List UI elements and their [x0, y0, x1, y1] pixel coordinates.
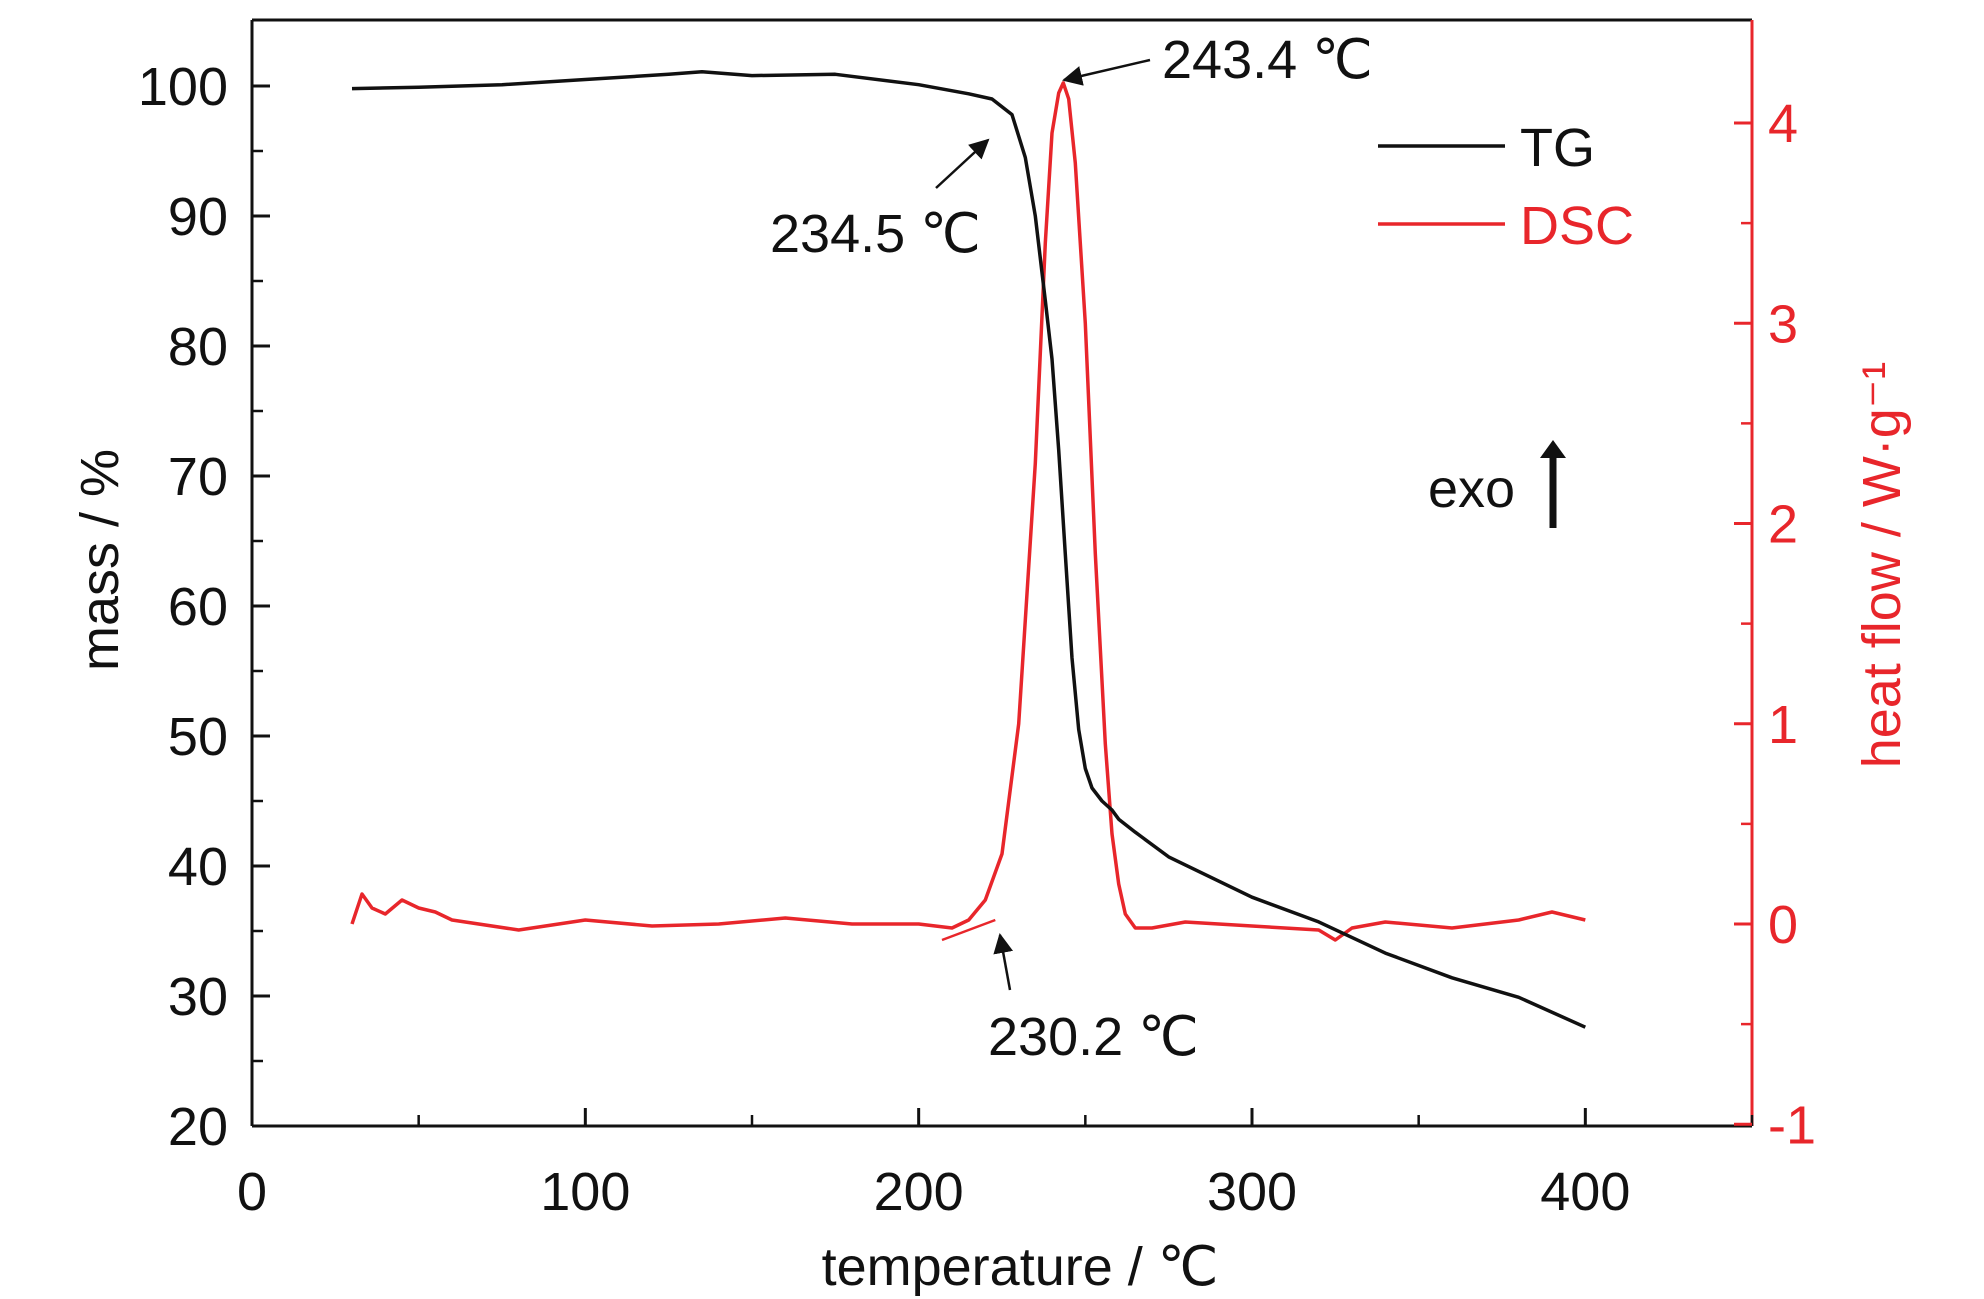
right-tick-label: 3 — [1768, 294, 1798, 354]
series-group — [350, 69, 1587, 1029]
tg-series-line — [351, 69, 1587, 1029]
tg-onset-temperature-label: 234.5 ℃ — [770, 204, 981, 264]
left-tick-label: 30 — [168, 967, 228, 1027]
left-tick-label: 20 — [168, 1097, 228, 1157]
left-tick-label: 80 — [168, 317, 228, 377]
annotation-dsc-onset: 230.2 ℃ — [988, 933, 1199, 1067]
tg-onset-arrow — [935, 138, 990, 189]
dsc-onset-tangent-line — [941, 918, 996, 942]
left-tick-label: 100 — [138, 57, 228, 117]
right-tick-label: 1 — [1768, 695, 1798, 755]
annotation-tg-onset: 234.5 ℃ — [770, 138, 990, 264]
right-tick-label: 2 — [1768, 495, 1798, 555]
right-tick-label: 0 — [1768, 895, 1798, 955]
left-tick-label: 60 — [168, 577, 228, 637]
x-tick-label: 400 — [1540, 1162, 1630, 1222]
left-axis-ticks: 20 30 40 50 60 70 80 90 100 — [138, 57, 270, 1157]
annotation-peak: 243.4 ℃ — [1062, 30, 1373, 90]
left-tick-label: 70 — [168, 447, 228, 507]
x-tick-label: 200 — [874, 1162, 964, 1222]
right-axis-title: heat flow / W·g⁻¹ — [1852, 362, 1912, 769]
right-tick-label: 4 — [1768, 94, 1798, 154]
dsc-onset-temperature-label: 230.2 ℃ — [988, 1007, 1199, 1067]
right-axis-ticks: -1 0 1 2 3 4 — [1734, 94, 1816, 1155]
x-tick-label: 100 — [540, 1162, 630, 1222]
left-axis-title: mass / % — [70, 449, 130, 671]
legend-dsc-label: DSC — [1520, 196, 1634, 256]
left-tick-label: 90 — [168, 187, 228, 247]
dsc-series-line — [350, 81, 1586, 942]
exo-arrow-head-icon — [1540, 440, 1566, 458]
x-tick-label: 300 — [1207, 1162, 1297, 1222]
peak-arrow — [1062, 58, 1151, 86]
peak-temperature-label: 243.4 ℃ — [1162, 30, 1373, 90]
x-axis-title: temperature / ℃ — [822, 1237, 1219, 1297]
plot-frame — [250, 18, 1754, 1128]
left-tick-label: 50 — [168, 707, 228, 767]
legend-tg-label: TG — [1520, 118, 1595, 178]
left-tick-label: 40 — [168, 837, 228, 897]
legend: TG DSC — [1378, 118, 1634, 256]
dsc-onset-arrow — [993, 933, 1014, 991]
x-tick-label: 0 — [237, 1162, 267, 1222]
exo-label: exo — [1428, 459, 1515, 519]
right-tick-label: -1 — [1768, 1095, 1816, 1155]
exo-indicator: exo — [1428, 440, 1566, 528]
x-axis-ticks: 0 100 200 300 400 — [237, 1108, 1754, 1222]
